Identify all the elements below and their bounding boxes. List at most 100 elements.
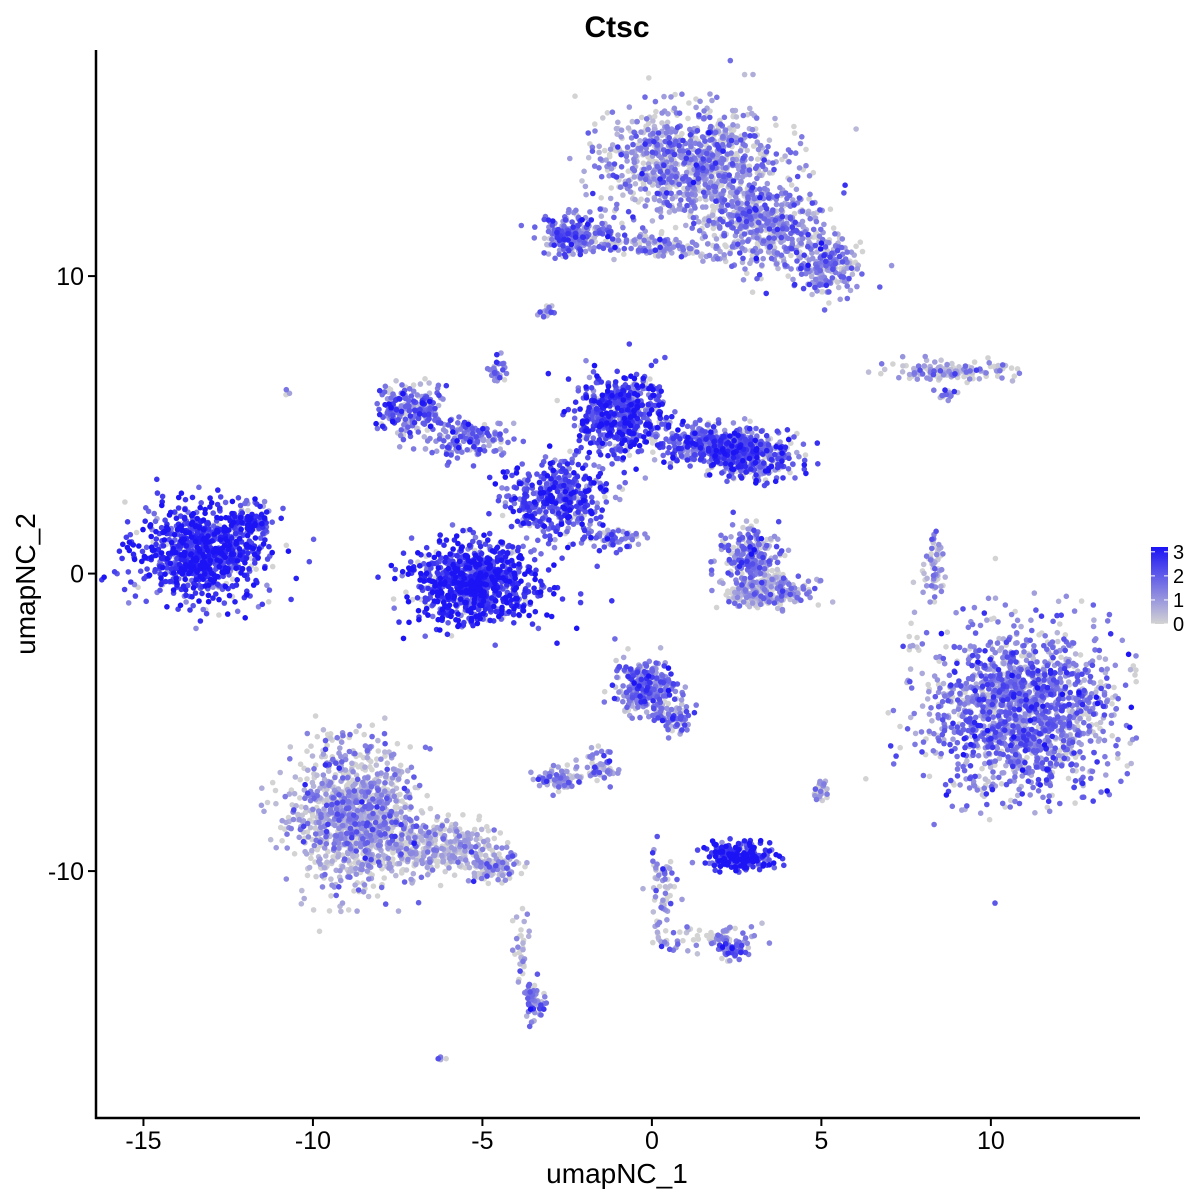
cell-point (782, 153, 788, 159)
cell-point (944, 629, 951, 635)
cell-point (310, 783, 317, 789)
cell-point (1079, 766, 1086, 772)
cell-point (339, 900, 346, 906)
cell-point (440, 427, 447, 433)
cell-point (486, 842, 492, 849)
cell-point (924, 696, 931, 702)
cell-point (982, 776, 989, 782)
cell-point (499, 485, 505, 491)
cell-point (929, 718, 935, 724)
cell-point (700, 258, 706, 265)
cell-point (672, 224, 679, 231)
cell-point (707, 91, 713, 97)
cell-point (613, 657, 619, 664)
cell-point (335, 854, 341, 860)
cell-point (938, 566, 945, 573)
cell-point (865, 369, 872, 375)
cell-point (269, 563, 276, 570)
cell-point (297, 761, 304, 767)
cell-point (287, 744, 294, 750)
cell-point (837, 296, 843, 303)
cell-point (497, 420, 503, 427)
cell-point (1069, 767, 1076, 774)
cell-point (265, 599, 272, 605)
cell-point (990, 774, 997, 781)
cell-point (943, 644, 949, 650)
cell-point (403, 867, 410, 873)
cell-point (395, 908, 402, 914)
cell-point (345, 907, 352, 913)
cell-point (273, 844, 280, 851)
cell-point (376, 778, 382, 785)
cell-point (924, 575, 930, 582)
cell-point (826, 300, 832, 306)
cell-point (632, 181, 639, 187)
cell-point (809, 291, 815, 298)
cell-point (625, 125, 632, 131)
cell-point (785, 547, 792, 554)
cell-point (854, 266, 861, 272)
cell-point (554, 397, 560, 404)
cell-point (656, 872, 662, 878)
cell-point (417, 828, 424, 835)
cell-point (365, 893, 372, 900)
cell-point (1011, 373, 1018, 380)
cell-point (338, 908, 344, 915)
cell-point (595, 743, 602, 749)
cell-point (524, 859, 530, 866)
scatter-points (99, 57, 1140, 1063)
cell-point (491, 852, 498, 858)
cell-point (579, 178, 585, 184)
cell-point (806, 173, 813, 179)
cell-point (650, 939, 656, 946)
cell-point (1111, 684, 1117, 691)
cell-point (476, 813, 483, 820)
cell-point (303, 804, 309, 811)
cell-point (984, 617, 990, 623)
cell-point (303, 851, 310, 857)
cell-point (748, 155, 754, 162)
cell-point (606, 153, 613, 160)
cell-point (320, 772, 327, 778)
cell-point (299, 887, 305, 894)
cell-point (440, 396, 446, 402)
cell-point (660, 897, 666, 903)
cell-point (676, 705, 682, 712)
cell-point (305, 834, 312, 840)
cell-point (462, 857, 469, 863)
cell-point (679, 896, 685, 903)
cell-point (1008, 365, 1015, 371)
cell-point (382, 749, 388, 755)
cell-point (310, 907, 317, 913)
cell-point (897, 723, 903, 730)
cell-point (314, 733, 321, 740)
cell-point (375, 737, 381, 744)
cell-point (397, 762, 404, 769)
cell-point (992, 555, 999, 562)
cell-point (730, 122, 736, 128)
cell-point (290, 816, 297, 823)
cell-point (369, 722, 376, 728)
cell-point (1058, 654, 1064, 661)
cell-point (466, 864, 473, 871)
cell-point (607, 146, 614, 152)
cell-point (615, 119, 621, 126)
cell-point (1024, 754, 1030, 761)
cell-point (596, 143, 602, 150)
cell-point (922, 353, 928, 360)
cell-point (403, 589, 409, 595)
cell-point (644, 197, 650, 203)
cell-point (383, 771, 390, 778)
cell-point (373, 762, 380, 768)
cell-point (932, 359, 938, 365)
cell-point (515, 979, 522, 985)
cell-point (308, 855, 314, 862)
cell-point (696, 927, 703, 934)
cell-point (728, 534, 734, 540)
cell-point (907, 666, 914, 672)
cell-point (292, 774, 299, 780)
cell-point (283, 876, 290, 882)
cell-point (749, 252, 756, 259)
cell-point (950, 736, 956, 742)
cell-point (1031, 590, 1038, 596)
